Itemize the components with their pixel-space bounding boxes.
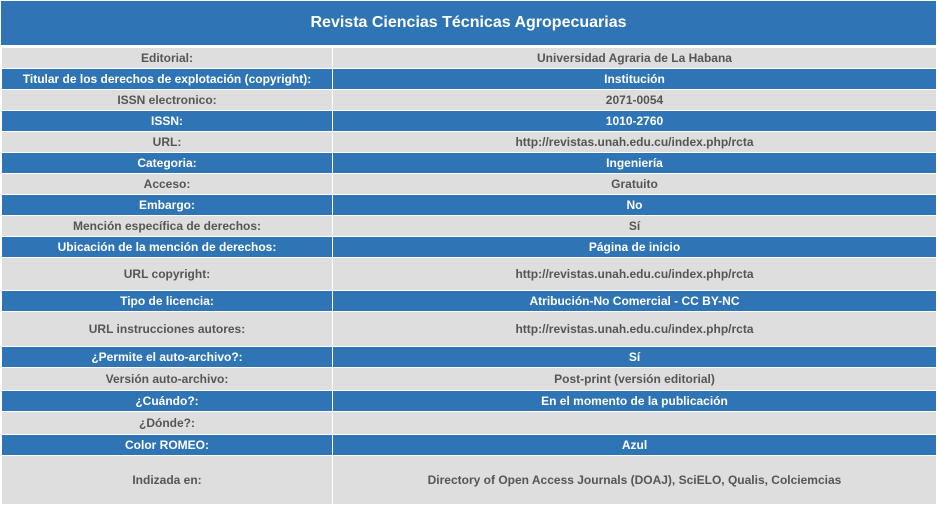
row-value: Ingeniería <box>332 152 937 174</box>
row-romeo-color: Color ROMEO: Azul <box>1 434 937 456</box>
row-value: http://revistas.unah.edu.cu/index.php/rc… <box>332 311 937 347</box>
row-value: Azul <box>332 434 937 456</box>
journal-details-table: Editorial: Universidad Agraria de La Hab… <box>1 47 937 505</box>
row-self-archive-version: Versión auto-archivo: Post-print (versió… <box>1 367 937 391</box>
journal-title: Revista Ciencias Técnicas Agropecuarias <box>1 1 936 47</box>
row-rights-location: Ubicación de la mención de derechos: Pág… <box>1 236 937 258</box>
row-value: http://revistas.unah.edu.cu/index.php/rc… <box>332 257 937 291</box>
row-value: Directory of Open Access Journals (DOAJ)… <box>332 455 937 505</box>
row-value: Atribución-No Comercial - CC BY-NC <box>332 290 937 312</box>
row-access: Acceso: Gratuito <box>1 173 937 195</box>
row-indexed-in: Indizada en: Directory of Open Access Jo… <box>1 455 937 505</box>
row-label: Ubicación de la mención de derechos: <box>1 236 333 258</box>
row-label: URL instrucciones autores: <box>1 311 333 347</box>
row-editorial: Editorial: Universidad Agraria de La Hab… <box>1 47 937 69</box>
row-value: En el momento de la publicación <box>332 390 937 412</box>
row-label: Categoria: <box>1 152 333 174</box>
row-license-type: Tipo de licencia: Atribución-No Comercia… <box>1 290 937 312</box>
row-label: URL copyright: <box>1 257 333 291</box>
row-rights-mention: Mención específica de derechos: Sí <box>1 215 937 237</box>
row-url: URL: http://revistas.unah.edu.cu/index.p… <box>1 131 937 153</box>
row-issn-electronic: ISSN electronico: 2071-0054 <box>1 89 937 111</box>
row-issn: ISSN: 1010-2760 <box>1 110 937 132</box>
row-author-instructions-url: URL instrucciones autores: http://revist… <box>1 311 937 347</box>
row-value <box>332 411 937 435</box>
row-value: Página de inicio <box>332 236 937 258</box>
row-value: 1010-2760 <box>332 110 937 132</box>
row-category: Categoria: Ingeniería <box>1 152 937 174</box>
row-label: Titular de los derechos de explotación (… <box>1 68 333 90</box>
row-label: Acceso: <box>1 173 333 195</box>
row-copyright-url: URL copyright: http://revistas.unah.edu.… <box>1 257 937 291</box>
journal-info-panel: Revista Ciencias Técnicas Agropecuarias … <box>1 1 937 505</box>
row-label: ¿Dónde?: <box>1 411 333 435</box>
row-label: ¿Permite el auto-archivo?: <box>1 346 333 368</box>
row-value: 2071-0054 <box>332 89 937 111</box>
row-label: Editorial: <box>1 47 333 69</box>
row-value: No <box>332 194 937 216</box>
row-copyright-holder: Titular de los derechos de explotación (… <box>1 68 937 90</box>
row-when: ¿Cuándo?: En el momento de la publicació… <box>1 390 937 412</box>
row-value: Institución <box>332 68 937 90</box>
row-label: Tipo de licencia: <box>1 290 333 312</box>
row-label: Color ROMEO: <box>1 434 333 456</box>
row-label: ISSN: <box>1 110 333 132</box>
row-label: ¿Cuándo?: <box>1 390 333 412</box>
row-where: ¿Dónde?: <box>1 411 937 435</box>
row-self-archive: ¿Permite el auto-archivo?: Sí <box>1 346 937 368</box>
row-label: Versión auto-archivo: <box>1 367 333 391</box>
row-label: Indizada en: <box>1 455 333 505</box>
row-label: Mención específica de derechos: <box>1 215 333 237</box>
row-label: URL: <box>1 131 333 153</box>
row-embargo: Embargo: No <box>1 194 937 216</box>
row-value: Sí <box>332 215 937 237</box>
row-value: http://revistas.unah.edu.cu/index.php/rc… <box>332 131 937 153</box>
row-label: ISSN electronico: <box>1 89 333 111</box>
row-label: Embargo: <box>1 194 333 216</box>
row-value: Sí <box>332 346 937 368</box>
row-value: Universidad Agraria de La Habana <box>332 47 937 69</box>
row-value: Post-print (versión editorial) <box>332 367 937 391</box>
row-value: Gratuito <box>332 173 937 195</box>
